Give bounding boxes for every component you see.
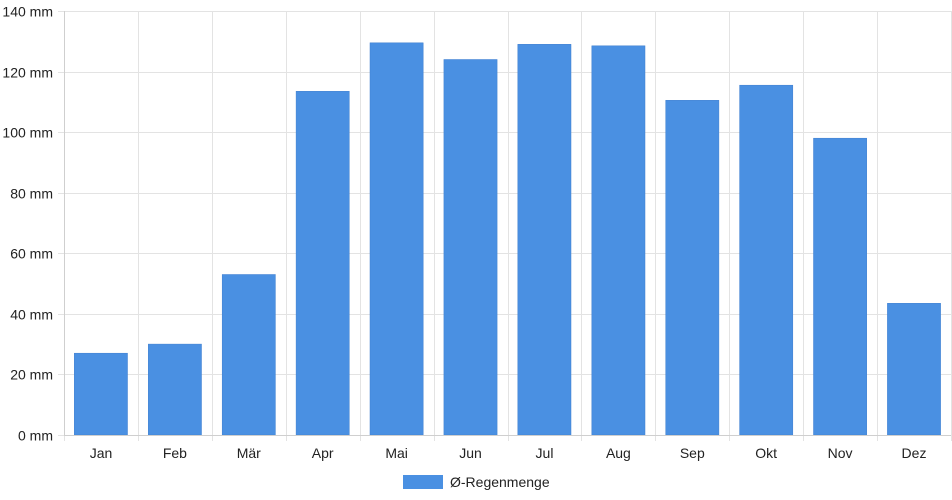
legend[interactable]: Ø-Regenmenge	[403, 474, 550, 490]
bar-feb[interactable]	[148, 343, 202, 436]
x-tick-label: Jul	[536, 445, 554, 461]
bar-dez[interactable]	[887, 303, 941, 436]
bar-nov[interactable]	[813, 137, 867, 436]
legend-swatch-rainfall[interactable]	[403, 475, 443, 489]
x-tick-label: Nov	[828, 445, 853, 461]
y-tick-label: 40 mm	[10, 307, 53, 323]
bar-apr[interactable]	[295, 91, 350, 436]
x-tick-label: Okt	[755, 445, 777, 461]
bar-jun[interactable]	[443, 59, 498, 436]
bar-mai[interactable]	[369, 42, 424, 436]
x-tick-label: Jan	[90, 445, 113, 461]
bar-sep[interactable]	[665, 100, 720, 436]
x-tick-label: Feb	[163, 445, 187, 461]
y-tick-label: 60 mm	[10, 246, 53, 262]
y-axis: 0 mm 20 mm 40 mm 60 mm 80 mm 100 mm 120 mm 140 …	[2, 4, 65, 444]
y-tick-label: 140 mm	[2, 4, 53, 20]
bar-okt[interactable]	[739, 84, 794, 436]
x-tick-label: Aug	[606, 445, 631, 461]
x-tick-label: Jun	[459, 445, 482, 461]
y-tick-label: 100 mm	[2, 125, 53, 141]
grid-lines	[58, 11, 952, 441]
bar-jan[interactable]	[74, 352, 128, 436]
y-tick-label: 0 mm	[18, 428, 53, 444]
bar-jul[interactable]	[517, 44, 572, 436]
y-tick-label: 20 mm	[10, 367, 53, 383]
x-axis: Jan Feb Mär Apr Mai Jun Jul Aug Sep Okt Nov Dez	[64, 435, 951, 461]
x-tick-label: Apr	[312, 445, 334, 461]
x-tick-label: Sep	[680, 445, 705, 461]
bar-mär[interactable]	[221, 274, 276, 436]
x-tick-label: Dez	[902, 445, 927, 461]
x-tick-label: Mai	[385, 445, 408, 461]
bar-aug[interactable]	[591, 45, 646, 436]
y-tick-label: 80 mm	[10, 186, 53, 202]
bars	[74, 42, 941, 436]
legend-label-rainfall[interactable]: Ø-Regenmenge	[450, 474, 550, 490]
x-tick-label: Mär	[237, 445, 261, 461]
y-tick-label: 120 mm	[2, 65, 53, 81]
